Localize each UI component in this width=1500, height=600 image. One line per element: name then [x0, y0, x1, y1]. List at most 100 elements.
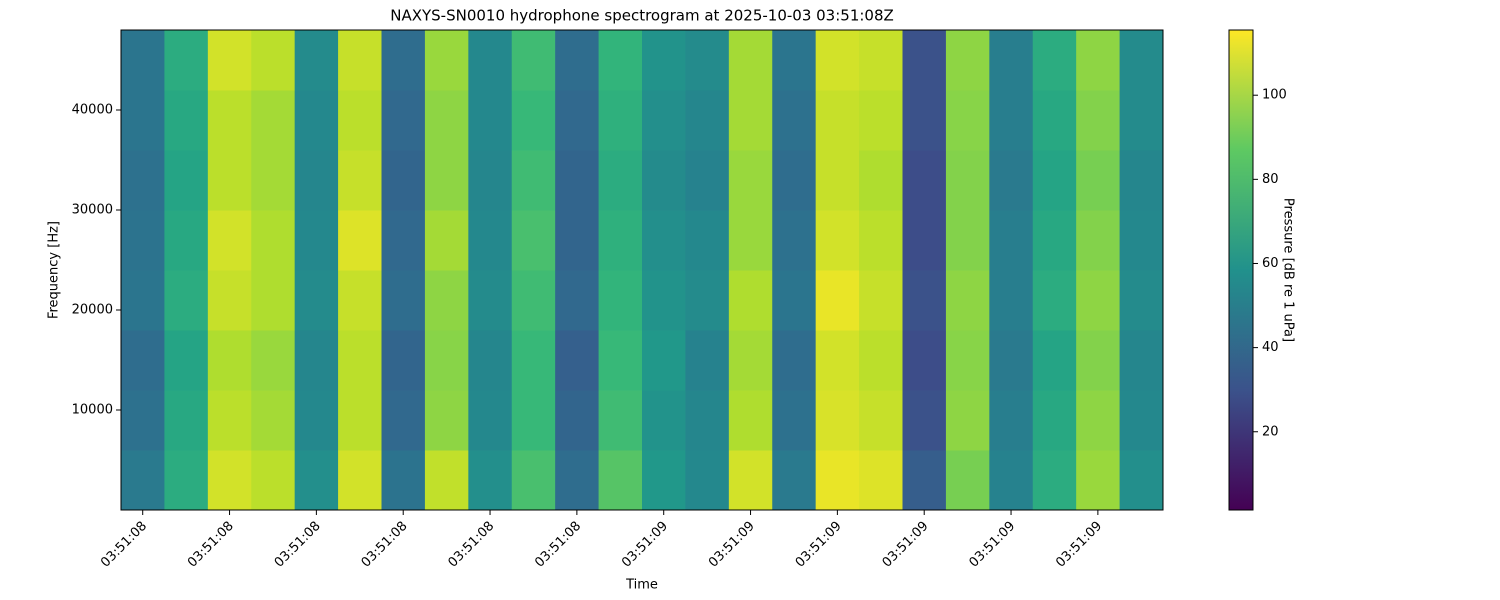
heatmap-cell [251, 210, 296, 271]
heatmap-cell [1032, 210, 1077, 271]
heatmap-cell [1119, 450, 1164, 511]
y-tick-label: 10000 [72, 403, 113, 418]
x-tick-label: 03:51:08 [272, 519, 324, 571]
heatmap-cell [1032, 30, 1077, 91]
y-tick-label: 20000 [72, 303, 113, 318]
heatmap-cell [685, 270, 730, 331]
heatmap-cell [1076, 30, 1121, 91]
heatmap-cell [1119, 390, 1164, 451]
heatmap-cell [121, 90, 165, 151]
heatmap-cell [945, 270, 990, 331]
heatmap-cell [207, 150, 252, 211]
heatmap-cell [164, 90, 209, 151]
heatmap-cell [1032, 150, 1077, 211]
heatmap-cell [728, 270, 773, 331]
heatmap-cell [859, 270, 903, 331]
heatmap-cell [945, 30, 990, 91]
heatmap-cell [294, 270, 339, 331]
heatmap-cell [511, 390, 556, 451]
heatmap-cell [728, 390, 773, 451]
heatmap-cell [1119, 270, 1164, 331]
heatmap-cell [207, 450, 252, 511]
heatmap-cell [468, 270, 513, 331]
x-tick-label: 03:51:09 [619, 519, 671, 571]
heatmap-cell [902, 450, 947, 511]
heatmap-cell [598, 270, 643, 331]
heatmap-cell [1076, 210, 1121, 271]
heatmap-cell [251, 150, 296, 211]
heatmap-cell [468, 330, 513, 391]
colorbar-tick-label: 20 [1262, 424, 1279, 439]
heatmap-cell [598, 210, 643, 271]
x-tick-label: 03:51:09 [966, 519, 1018, 571]
heatmap-cell [511, 270, 556, 331]
heatmap-cell [859, 390, 903, 451]
heatmap-cell [164, 330, 209, 391]
heatmap-cell [294, 150, 339, 211]
heatmap-cell [815, 30, 860, 91]
heatmap-cell [207, 30, 252, 91]
heatmap-cell [207, 330, 252, 391]
heatmap-cell [294, 450, 339, 511]
heatmap-cell [1119, 90, 1164, 151]
plot-frame [120, 29, 1164, 511]
heatmap-cell [294, 30, 339, 91]
heatmap-cell [772, 30, 817, 91]
heatmap-cell [989, 30, 1034, 91]
heatmap-cell [728, 330, 773, 391]
heatmap-cell [598, 30, 643, 91]
heatmap-cell [1076, 270, 1121, 331]
heatmap-cell [511, 30, 556, 91]
heatmap-cell [251, 450, 296, 511]
heatmap-cell [1119, 150, 1164, 211]
heatmap-cell [338, 270, 382, 331]
heatmap-cell [121, 210, 165, 271]
heatmap-cell [164, 450, 209, 511]
heatmap-cell [468, 30, 513, 91]
heatmap-cell [338, 390, 382, 451]
heatmap-cell [685, 330, 730, 391]
x-tick-label: 03:51:08 [445, 519, 497, 571]
heatmap-cell [902, 210, 947, 271]
heatmap-cell [381, 270, 426, 331]
heatmap-cell [859, 330, 903, 391]
heatmap-cell [555, 330, 600, 391]
heatmap-cell [815, 450, 860, 511]
heatmap-cell [555, 450, 600, 511]
heatmap-cell [685, 450, 730, 511]
heatmap-cell [424, 450, 469, 511]
heatmap-cell [424, 150, 469, 211]
heatmap-cell [424, 270, 469, 331]
heatmap-cell [859, 90, 903, 151]
heatmap-cell [989, 210, 1034, 271]
heatmap-cell [598, 390, 643, 451]
heatmap-cell [121, 330, 165, 391]
heatmap-cell [685, 30, 730, 91]
heatmap-cell [511, 210, 556, 271]
heatmap-cell [902, 150, 947, 211]
heatmap-cell [511, 150, 556, 211]
heatmap-cell [902, 390, 947, 451]
colorbar-tick-label: 100 [1262, 88, 1287, 103]
heatmap-cell [338, 30, 382, 91]
x-tick-label: 03:51:08 [185, 519, 237, 571]
heatmap-cell [164, 390, 209, 451]
heatmap-cell [989, 330, 1034, 391]
heatmap-cell [294, 390, 339, 451]
heatmap-cell [989, 450, 1034, 511]
colorbar-label: Pressure [dB re 1 uPa] [1281, 198, 1296, 342]
heatmap-cell [989, 90, 1034, 151]
heatmap-cell [598, 150, 643, 211]
heatmap-cell [685, 210, 730, 271]
heatmap-cell [902, 270, 947, 331]
heatmap-cell [945, 150, 990, 211]
x-tick-label: 03:51:09 [706, 519, 758, 571]
chart-title: NAXYS-SN0010 hydrophone spectrogram at 2… [390, 7, 894, 25]
heatmap-cell [859, 210, 903, 271]
heatmap-cell [424, 90, 469, 151]
heatmap-cell [207, 90, 252, 151]
heatmap-cell [772, 150, 817, 211]
colorbar-tick-label: 60 [1262, 256, 1279, 271]
heatmap-cell [555, 90, 600, 151]
